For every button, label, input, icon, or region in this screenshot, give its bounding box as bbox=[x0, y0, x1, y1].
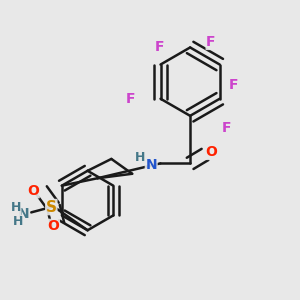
Text: H: H bbox=[11, 202, 21, 214]
Text: O: O bbox=[47, 219, 59, 233]
Text: F: F bbox=[222, 121, 231, 135]
Text: F: F bbox=[229, 78, 239, 92]
Text: F: F bbox=[126, 92, 135, 106]
Text: O: O bbox=[205, 146, 217, 159]
Text: F: F bbox=[206, 35, 216, 50]
Text: H: H bbox=[13, 215, 23, 228]
Text: S: S bbox=[46, 200, 57, 214]
Text: N: N bbox=[18, 208, 29, 221]
Text: H: H bbox=[135, 151, 146, 164]
Text: N: N bbox=[146, 158, 157, 172]
Text: O: O bbox=[27, 184, 39, 198]
Text: F: F bbox=[155, 40, 165, 55]
